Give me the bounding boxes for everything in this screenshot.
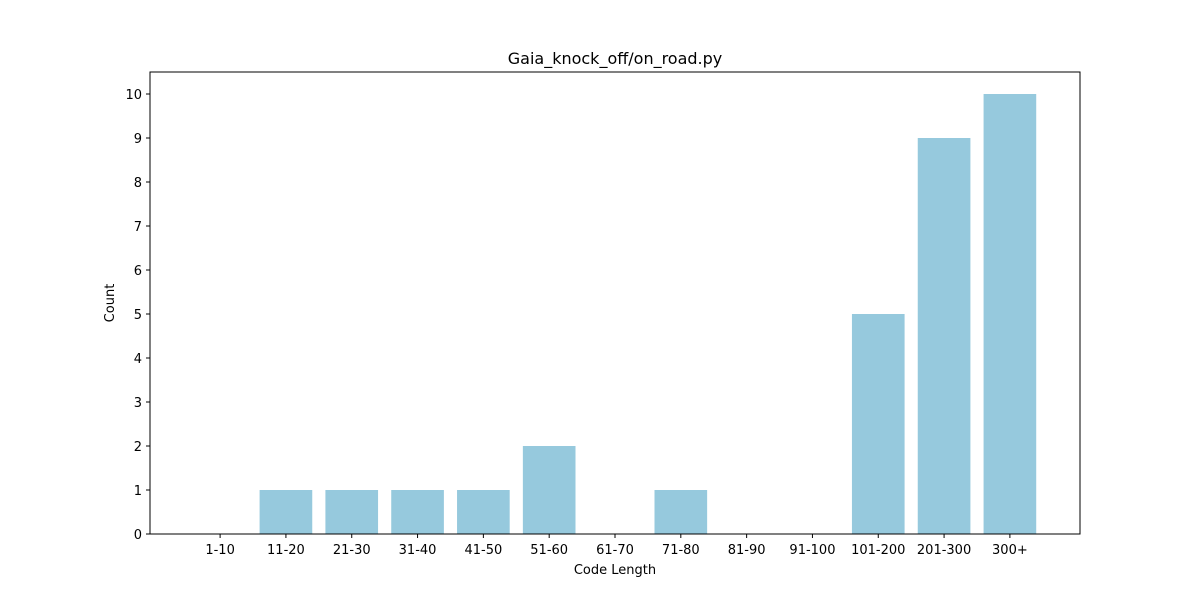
x-tick-label: 101-200: [851, 543, 905, 558]
plot-frame: [149, 71, 1081, 535]
bar-300+: [983, 94, 1037, 534]
bar-71-80: [654, 490, 708, 534]
x-tick-label: 91-100: [789, 543, 835, 558]
y-tick-label: 3: [134, 396, 142, 411]
x-tick-label: 61-70: [596, 543, 634, 558]
bar-31-40: [391, 490, 444, 534]
x-tick-label: 41-50: [464, 543, 502, 558]
y-tick-label: 9: [134, 132, 142, 147]
y-tick-label: 2: [134, 440, 142, 455]
bar-201-300: [917, 138, 971, 534]
y-tick-label: 1: [134, 484, 142, 499]
bar-41-50: [457, 490, 510, 534]
y-tick-label: 10: [125, 88, 142, 103]
y-axis-label: Count: [103, 284, 118, 323]
x-tick-label: 1-10: [205, 543, 235, 558]
x-tick-label: 81-90: [728, 543, 766, 558]
x-tick-label: 21-30: [333, 543, 371, 558]
x-tick-label: 11-20: [267, 543, 305, 558]
x-tick-label: 71-80: [662, 543, 700, 558]
y-tick-label: 5: [134, 308, 142, 323]
y-tick-label: 0: [134, 528, 142, 543]
bar-101-200: [851, 314, 905, 534]
y-tick-label: 6: [134, 264, 142, 279]
chart-title: Gaia_knock_off/on_road.py: [508, 49, 723, 69]
bars: [259, 94, 1037, 534]
x-tick-label: 201-300: [917, 543, 971, 558]
y-axis-ticks: 0 1 2 3 4 5 6 7 8 9 10: [125, 88, 150, 543]
x-tick-label: 31-40: [399, 543, 437, 558]
x-axis-label: Code Length: [574, 563, 656, 578]
bar-21-30: [325, 490, 379, 534]
x-tick-label: 51-60: [530, 543, 568, 558]
bar-51-60: [522, 446, 576, 534]
y-tick-label: 7: [134, 220, 142, 235]
x-tick-label: 300+: [992, 543, 1028, 558]
y-tick-label: 8: [134, 176, 142, 191]
y-tick-label: 4: [134, 352, 142, 367]
bar-11-20: [259, 490, 313, 534]
x-axis-ticks: 1-10 11-20 21-30 31-40 41-50 51-60 61-70 71-80 8…: [205, 534, 1028, 558]
